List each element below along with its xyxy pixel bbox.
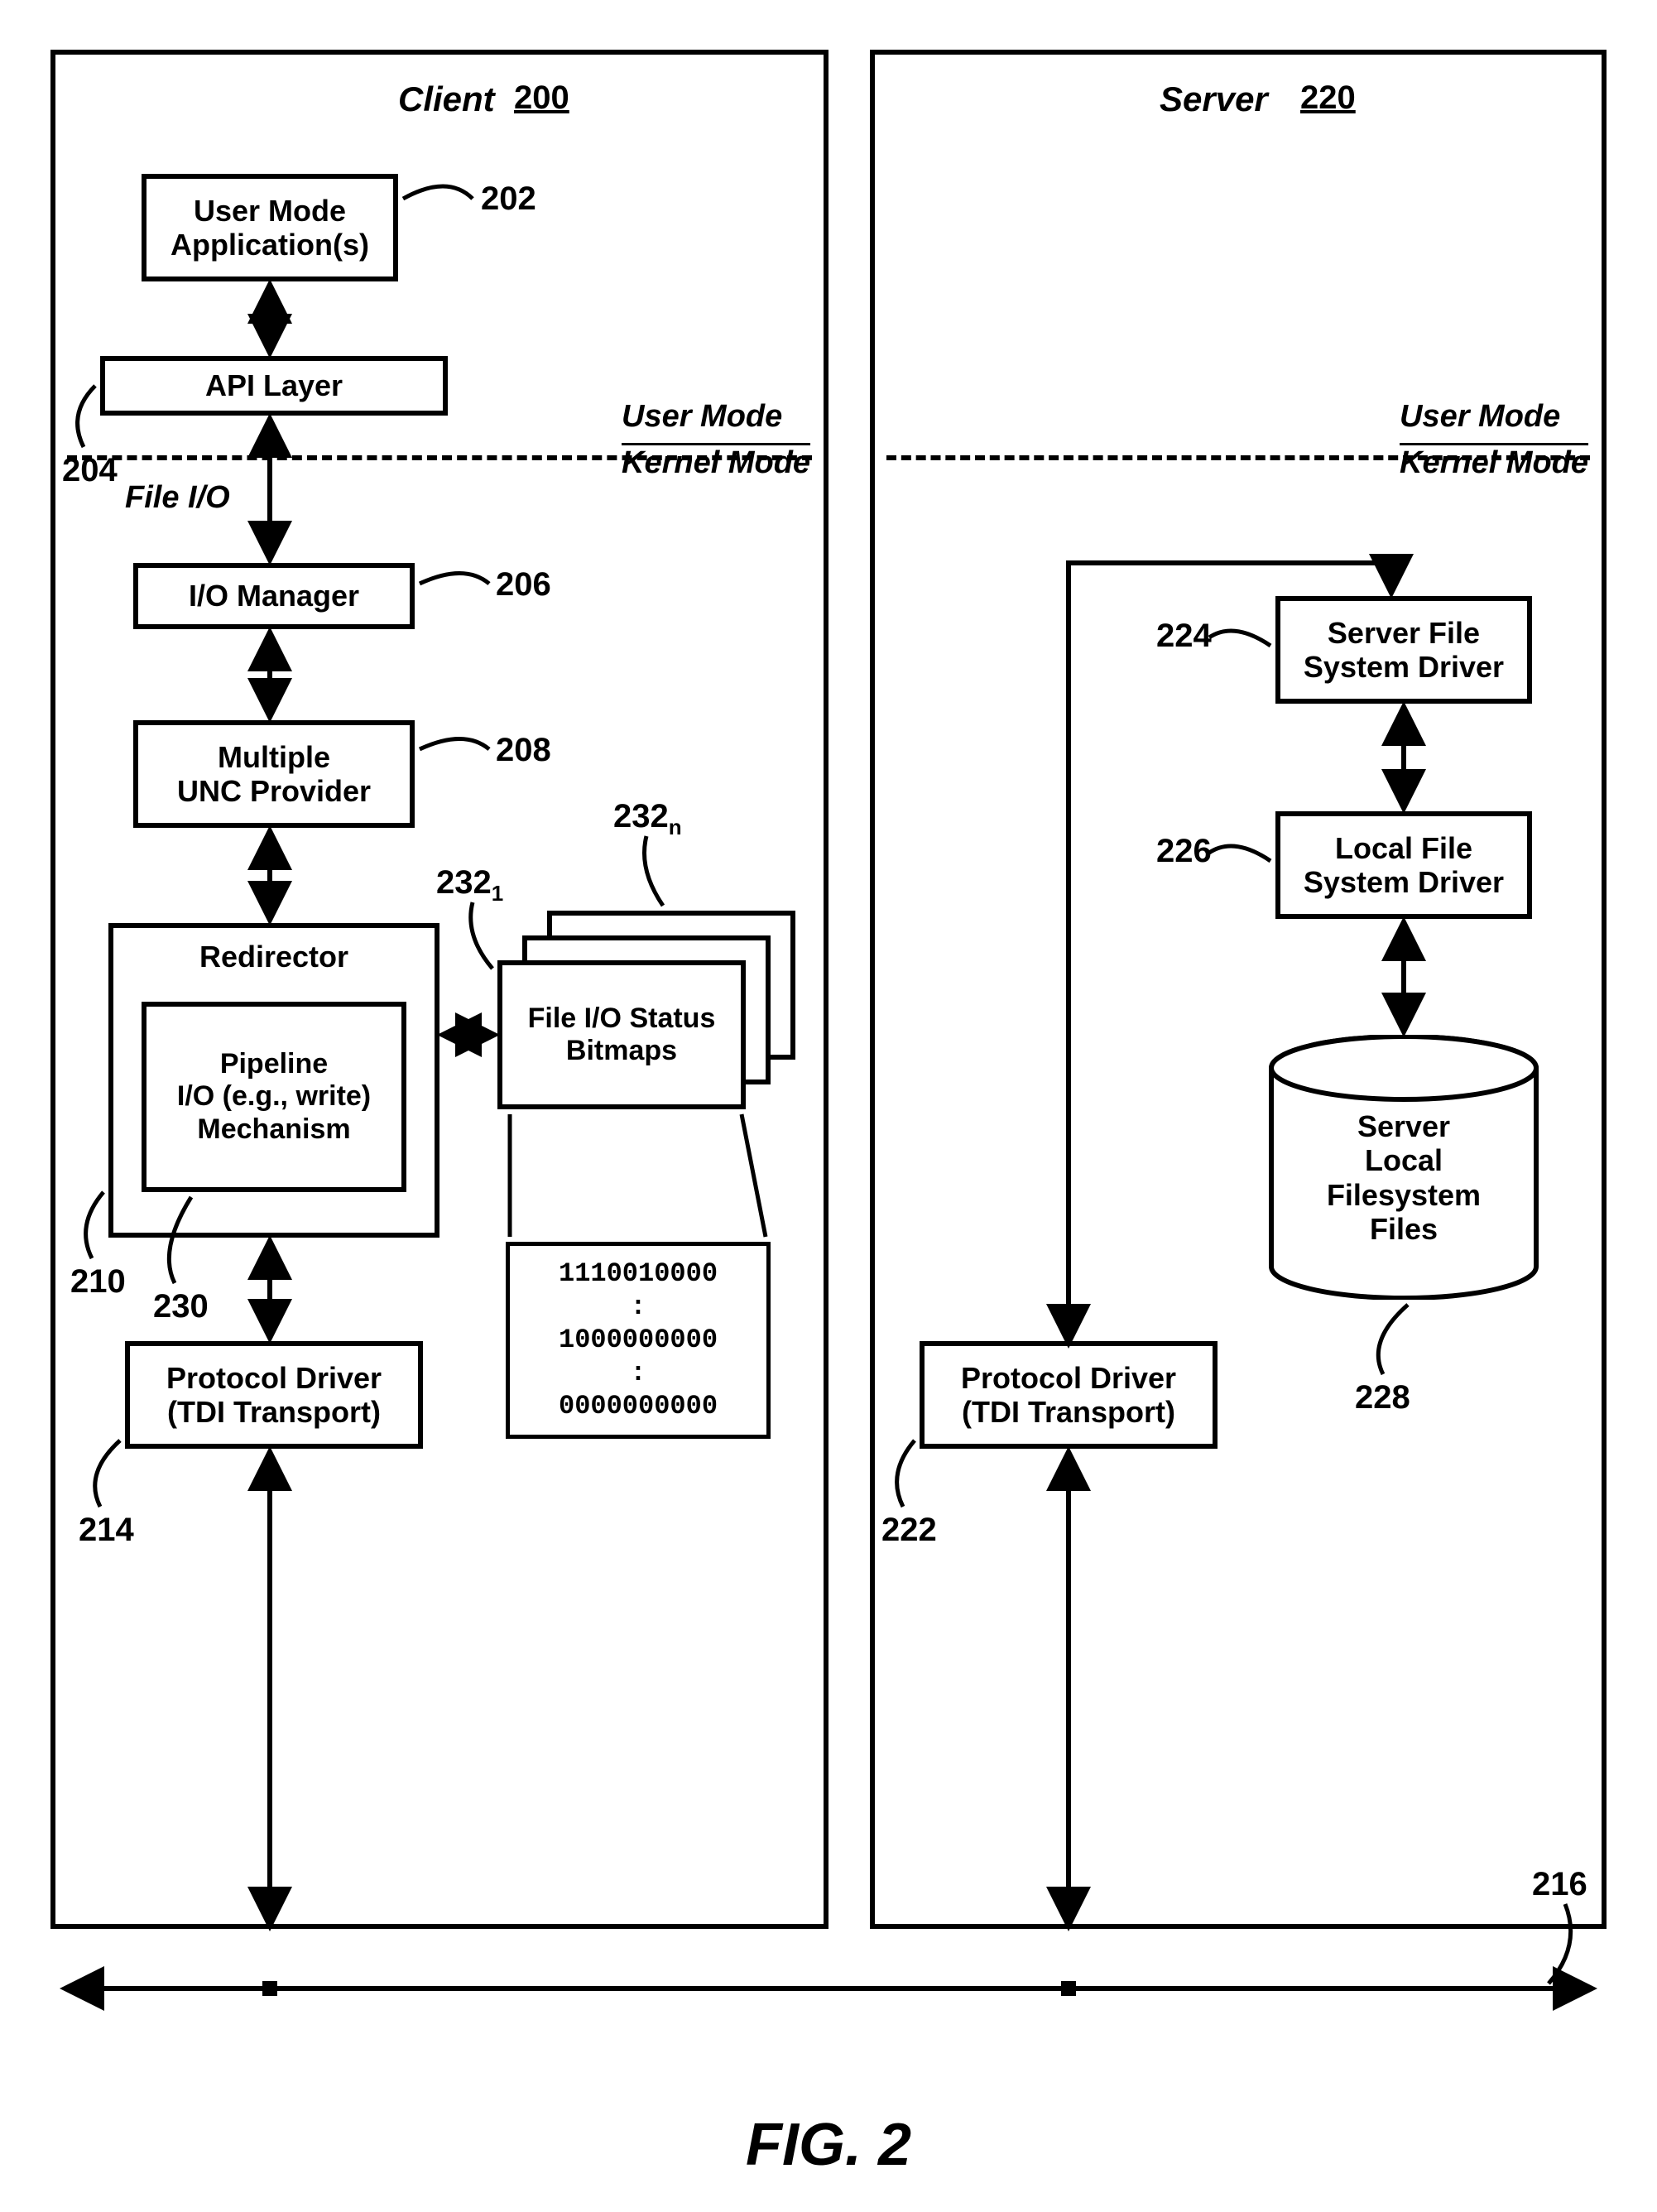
client-ref: 200 (514, 79, 569, 117)
munc-box: Multiple UNC Provider (133, 720, 415, 828)
client-title: Client (398, 79, 495, 119)
client-kernel-mode-label: Kernel Mode (622, 445, 810, 481)
bitmap-row-0: 1110010000 (525, 1257, 752, 1291)
ref-232-n-sub: n (669, 815, 682, 839)
ref-224: 224 (1156, 618, 1212, 655)
ref-232-n: 232n (613, 798, 682, 840)
figure-caption: FIG. 2 (746, 2111, 911, 2179)
pipeline-box: Pipeline I/O (e.g., write) Mechanism (142, 1002, 406, 1192)
ref-206: 206 (496, 566, 551, 603)
bitmap-data-box: 1110010000 : 1000000000 : 0000000000 (506, 1242, 771, 1439)
server-title: Server (1160, 79, 1268, 119)
ref-216: 216 (1532, 1866, 1587, 1903)
client-user-mode-label: User Mode (622, 399, 782, 435)
bitmap-row-2: 1000000000 (525, 1324, 752, 1357)
ref-214: 214 (79, 1512, 134, 1549)
redirector-label: Redirector (199, 940, 348, 974)
server-files-label: Server Local Filesystem Files (1267, 1109, 1540, 1247)
server-panel (870, 50, 1607, 1929)
local-fsd-box: Local File System Driver (1275, 811, 1532, 919)
ref-210: 210 (70, 1263, 126, 1301)
bitmap-row-4: 0000000000 (525, 1390, 752, 1423)
ref-204: 204 (62, 452, 118, 489)
ref-202: 202 (481, 180, 536, 218)
server-user-mode-label: User Mode (1400, 399, 1560, 435)
ref-222: 222 (881, 1512, 937, 1549)
bitmap-card-1: File I/O Status Bitmaps (497, 960, 746, 1109)
ref-232-1-sub: 1 (492, 881, 503, 906)
server-kernel-mode-text: Kernel Mode (1400, 445, 1588, 480)
api-layer-box: API Layer (100, 356, 448, 416)
bitmap-row-3: : (525, 1357, 752, 1390)
user-mode-app-box: User Mode Application(s) (142, 174, 398, 281)
bitmap-row-1: : (525, 1291, 752, 1324)
ref-232-n-main: 232 (613, 798, 669, 834)
server-protocol-box: Protocol Driver (TDI Transport) (920, 1341, 1218, 1449)
ref-232-1: 2321 (436, 864, 503, 906)
ref-230: 230 (153, 1288, 209, 1325)
file-io-label: File I/O (125, 480, 230, 516)
client-protocol-box: Protocol Driver (TDI Transport) (125, 1341, 423, 1449)
ref-228: 228 (1355, 1379, 1410, 1416)
server-kernel-mode-label: Kernel Mode (1400, 445, 1588, 481)
server-ref: 220 (1300, 79, 1356, 117)
bitmap-stack: File I/O Status Bitmaps (497, 911, 795, 1126)
client-kernel-mode-text: Kernel Mode (622, 445, 810, 480)
ref-208: 208 (496, 732, 551, 769)
io-manager-box: I/O Manager (133, 563, 415, 629)
server-fsd-box: Server File System Driver (1275, 596, 1532, 704)
ref-232-1-main: 232 (436, 864, 492, 901)
figure-diagram: Client 200 User Mode Application(s) API … (34, 33, 1623, 2103)
ref-226: 226 (1156, 833, 1212, 870)
server-files-cylinder: Server Local Filesystem Files (1267, 1035, 1540, 1300)
